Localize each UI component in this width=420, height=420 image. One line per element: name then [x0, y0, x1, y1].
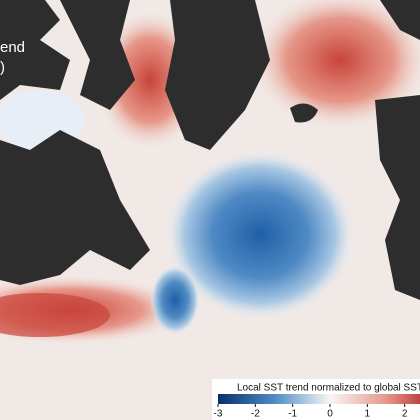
tick-label: 1: [365, 409, 371, 420]
tick-label: -3: [214, 409, 223, 420]
title-fragment: end: [0, 39, 25, 56]
tick-label: 2: [402, 409, 408, 420]
colorbar: Local SST trend normalized to global SST…: [212, 379, 420, 420]
land: [0, 0, 420, 300]
colorbar-title: Local SST trend normalized to global SST: [237, 383, 420, 394]
tick-label: -2: [251, 409, 260, 420]
overlay-text: end ): [0, 39, 25, 76]
title-fragment: ): [0, 59, 5, 76]
tick-label: -1: [288, 409, 297, 420]
colorbar-scale: [218, 394, 420, 404]
tick-label: 0: [327, 409, 333, 420]
